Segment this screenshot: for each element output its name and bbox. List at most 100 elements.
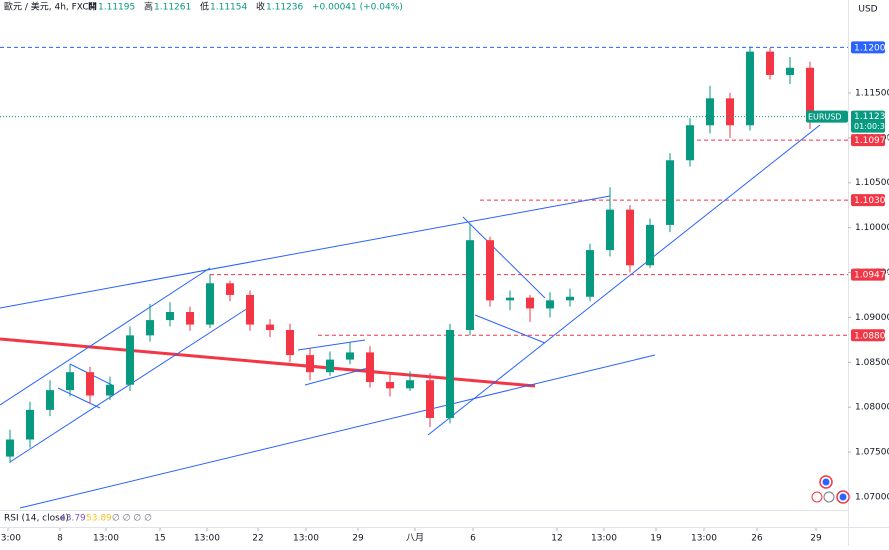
ohlc-label: 收 [256, 1, 265, 13]
candle-body [286, 329, 294, 356]
trend-line [0, 337, 536, 388]
candle-body [246, 294, 254, 325]
candle-body [6, 439, 14, 457]
candle-body [166, 312, 174, 321]
candle-body [586, 250, 594, 297]
price-label-bg [851, 194, 885, 207]
candle-body [646, 224, 654, 266]
candle-body [326, 359, 334, 373]
price-label-bg [851, 329, 885, 342]
trend-line [474, 314, 546, 344]
trend-line [304, 367, 369, 386]
icon[interactable] [823, 491, 835, 503]
price-label-bg [851, 268, 885, 281]
candle-body [686, 125, 694, 161]
candle-body [706, 98, 714, 126]
candle-body [426, 380, 434, 418]
x-tick-label: 8 [57, 534, 63, 544]
drawings [0, 124, 821, 509]
candle-body [566, 296, 574, 301]
indicator-value: 53.89 [86, 514, 112, 524]
candle-body [606, 209, 614, 251]
candle-body [106, 384, 114, 396]
y-tick-label: 1.08500 [855, 358, 889, 368]
trend-line [0, 267, 211, 406]
candle-body [506, 297, 514, 301]
x-tick-label: 八月 [406, 533, 424, 544]
candle-body [26, 409, 34, 440]
ohlc-label: 開 [88, 2, 97, 13]
symbol: 歐元 / 美元, 4h, FXCM [4, 1, 96, 13]
y-tick-label: 1.07000 [855, 492, 889, 502]
y-tick-label: 1.10000 [855, 223, 889, 233]
candle-body [726, 98, 734, 126]
y-tick-label: 1.07500 [855, 448, 889, 458]
candle-body [346, 352, 354, 360]
current-price-bg [851, 110, 885, 133]
trend-line [57, 387, 101, 409]
price-label: 1.08801 [854, 331, 889, 341]
countdown: 01:00:35 [854, 122, 889, 131]
price-label: 1.12008 [854, 43, 889, 53]
candle-body [226, 283, 234, 295]
candle-body [126, 335, 134, 385]
candles [6, 46, 814, 463]
x-tick-label: 6 [470, 534, 476, 544]
y-tick-label: 1.08000 [855, 403, 889, 413]
candle-body [746, 51, 754, 126]
ohlc-value: 1.11261 [154, 3, 191, 13]
price-label-bg [851, 134, 885, 147]
indicator-name: RSI (14, close) [4, 514, 69, 524]
candle-body [86, 372, 94, 396]
chart-icons [811, 475, 850, 504]
x-tick-label: 19 [650, 534, 662, 544]
candle-body [66, 372, 74, 391]
candle-body [786, 67, 794, 75]
x-tick-label: 26 [751, 534, 763, 544]
indicator-value: 43.79 [60, 514, 86, 524]
icon [839, 493, 847, 501]
trend-line [0, 195, 611, 309]
trend-line [9, 307, 249, 463]
indicator-empty: ∅ ∅ ∅ ∅ [112, 514, 152, 524]
price-label: 1.10975 [854, 136, 889, 146]
current-price: 1.11236 [854, 112, 889, 122]
candle-body [546, 300, 554, 309]
candle-body [666, 160, 674, 225]
price-label-bg [851, 41, 885, 54]
candle-body [626, 209, 634, 266]
candle-body [266, 324, 274, 330]
x-tick-label: 29 [810, 534, 822, 544]
x-tick-label: 29 [352, 534, 364, 544]
candle-body [406, 380, 414, 389]
currency: USD [858, 5, 877, 15]
x-tick-label: 22 [252, 534, 263, 544]
candle-body [446, 329, 454, 418]
price-label: 1.10306 [854, 196, 889, 206]
candle-body [186, 312, 194, 325]
candle-body [806, 67, 814, 117]
ohlc-value: 1.11154 [210, 3, 247, 13]
candle-body [386, 382, 394, 389]
candle-body [766, 51, 774, 75]
candle-body [466, 240, 474, 330]
candle-body [366, 352, 374, 383]
candle-body [146, 320, 154, 336]
candle-body [46, 390, 54, 410]
change: +0.00041 (+0.04%) [312, 3, 403, 13]
ohlc-label: 低 [200, 1, 209, 13]
candle-body [306, 355, 314, 373]
x-tick-label: 12 [551, 534, 562, 544]
ohlc-value: 1.11195 [98, 3, 135, 13]
symbol-tag-bg [806, 110, 848, 123]
x-tick-label: 13:00 [194, 534, 220, 544]
trend-line [427, 124, 821, 436]
trend-line [297, 339, 366, 351]
icon[interactable] [811, 491, 823, 503]
ohlc-label: 高 [144, 1, 153, 13]
candle-body [526, 297, 534, 309]
candle-body [206, 283, 214, 325]
ohlc-value: 1.11236 [266, 3, 303, 13]
y-tick-label: 1.10500 [855, 178, 889, 188]
